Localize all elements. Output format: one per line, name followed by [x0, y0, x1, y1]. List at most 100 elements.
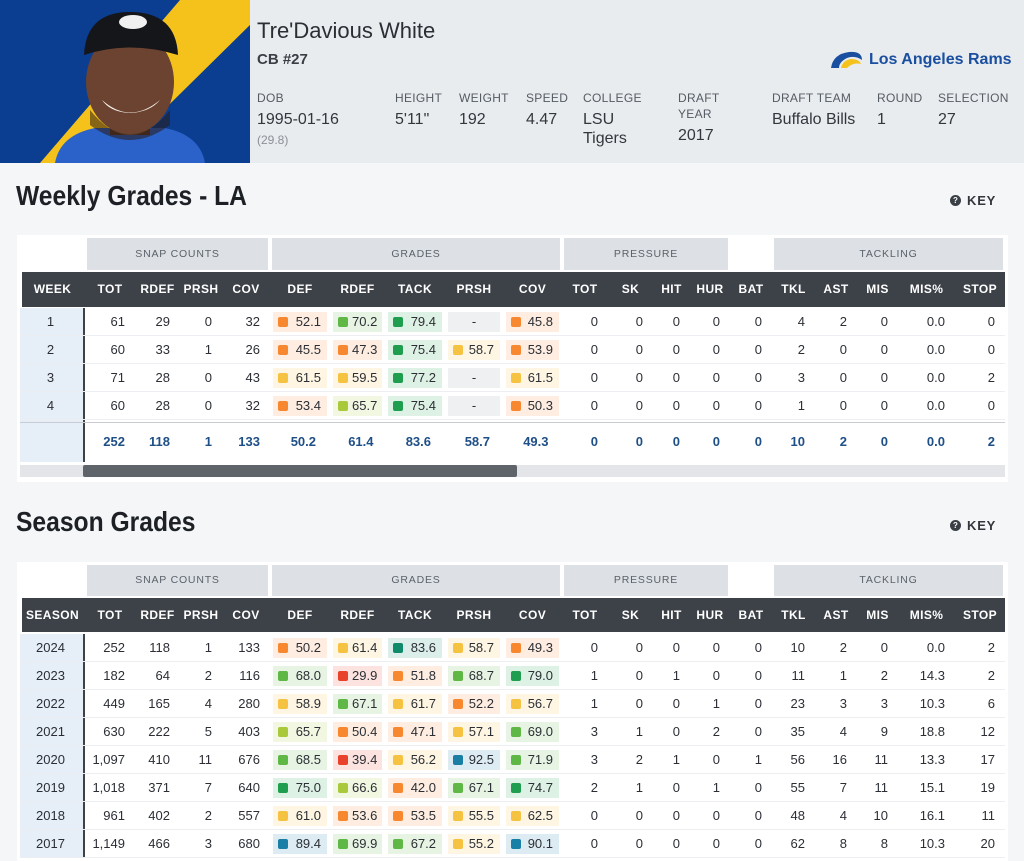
field-value: 2017	[678, 127, 714, 144]
grade-chip: 45.8	[506, 312, 559, 332]
column-header[interactable]: DEF	[287, 608, 313, 622]
column-header[interactable]: HIT	[661, 608, 682, 622]
column-header[interactable]: RDEF	[340, 608, 375, 622]
column-header[interactable]: COV	[232, 282, 260, 296]
column-header[interactable]: AST	[823, 282, 849, 296]
column-header[interactable]: MIS	[866, 282, 889, 296]
cell-value: 1	[754, 752, 762, 767]
column-header[interactable]: PRSH	[183, 282, 219, 296]
column-header[interactable]: BAT	[738, 608, 764, 622]
column-header[interactable]: TOT	[572, 282, 598, 296]
cell-value: 7	[839, 780, 847, 795]
column-header[interactable]: COV	[232, 608, 260, 622]
column-header[interactable]: WEEK	[33, 282, 72, 296]
key-button[interactable]: KEY	[967, 518, 997, 533]
column-header[interactable]: COV	[518, 608, 547, 622]
grade-swatch	[453, 671, 463, 681]
grade-value: 79.0	[527, 668, 553, 683]
column-header[interactable]: PRSH	[456, 282, 492, 296]
grade-chip: 42.0	[388, 778, 442, 798]
column-header[interactable]: SK	[621, 608, 640, 622]
total-value: 0	[880, 434, 888, 449]
column-header[interactable]: STOP	[962, 608, 998, 622]
cell-value: 2	[880, 668, 888, 683]
grade-swatch	[511, 373, 521, 383]
column-header[interactable]: TOT	[97, 282, 123, 296]
cell-value: 0	[839, 342, 847, 357]
key-button[interactable]: KEY	[967, 193, 997, 208]
grade-swatch	[338, 317, 348, 327]
cell-value: 466	[148, 836, 170, 851]
grade-value: 67.2	[410, 836, 436, 851]
column-header[interactable]: BAT	[738, 282, 764, 296]
column-header[interactable]: DEF	[287, 282, 313, 296]
grade-swatch	[393, 839, 403, 849]
cell-value: 11	[874, 752, 889, 767]
grade-swatch	[511, 755, 521, 765]
cell-value: 0	[712, 808, 720, 823]
key-column-border	[83, 308, 85, 462]
column-header[interactable]: MIS%	[909, 608, 944, 622]
player-name: Tre'Davious White	[257, 18, 436, 43]
grade-swatch	[338, 345, 348, 355]
cell-value: 7	[204, 780, 212, 795]
grade-chip: 70.2	[333, 312, 382, 332]
column-header[interactable]: TOT	[572, 608, 598, 622]
cell-value: 4	[839, 724, 847, 739]
row-key: 2018	[36, 808, 65, 823]
grade-chip: 50.3	[506, 396, 559, 416]
column-header[interactable]: RDEF	[140, 608, 175, 622]
grade-swatch	[338, 811, 348, 821]
scrollbar-thumb[interactable]	[83, 465, 517, 477]
key-icon[interactable]: ?	[950, 520, 961, 531]
column-header[interactable]: PRSH	[183, 608, 219, 622]
cell-value: 11	[198, 752, 213, 767]
column-header[interactable]: AST	[823, 608, 849, 622]
grade-swatch	[511, 811, 521, 821]
grade-value: 56.7	[527, 696, 553, 711]
column-header[interactable]: TACK	[397, 282, 433, 296]
column-header[interactable]: TKL	[781, 282, 806, 296]
cell-value: 557	[238, 808, 260, 823]
grade-chip: 47.1	[388, 722, 442, 742]
column-header[interactable]: TACK	[397, 608, 433, 622]
column-header[interactable]: MIS	[866, 608, 889, 622]
grade-swatch	[278, 811, 288, 821]
grade-swatch	[393, 373, 403, 383]
column-header[interactable]: RDEF	[340, 282, 375, 296]
row-divider	[20, 829, 1005, 830]
column-header[interactable]: MIS%	[909, 282, 944, 296]
grade-chip: 49.3	[506, 638, 559, 658]
field-label: COLLEGE	[583, 91, 642, 105]
column-header[interactable]: HUR	[696, 282, 724, 296]
cell-value: 0	[635, 314, 643, 329]
cell-value: 0	[672, 696, 680, 711]
grade-chip: 79.0	[506, 666, 559, 686]
key-icon[interactable]: ?	[950, 195, 961, 206]
column-header[interactable]: RDEF	[140, 282, 175, 296]
column-header[interactable]: TOT	[97, 608, 123, 622]
column-header[interactable]: SK	[621, 282, 640, 296]
cell-value: 13.3	[919, 752, 945, 767]
cell-value: 252	[103, 640, 125, 655]
row-key: 2020	[36, 752, 65, 767]
key-column-border	[83, 634, 85, 858]
grade-swatch	[393, 345, 403, 355]
column-header[interactable]: COV	[518, 282, 547, 296]
column-header[interactable]: TKL	[781, 608, 806, 622]
column-header[interactable]: SEASON	[25, 608, 80, 622]
row-key: 4	[46, 398, 55, 413]
total-value: 0	[712, 434, 720, 449]
grade-swatch	[511, 643, 521, 653]
column-header[interactable]: STOP	[962, 282, 998, 296]
grade-chip: 39.4	[333, 750, 382, 770]
field-label: ROUND	[877, 91, 923, 105]
cell-value: 16	[832, 752, 847, 767]
column-header[interactable]: PRSH	[456, 608, 492, 622]
cell-value: 0	[754, 314, 762, 329]
column-header[interactable]: HUR	[696, 608, 724, 622]
grade-chip: 77.2	[388, 368, 442, 388]
grade-value: 75.4	[410, 342, 436, 357]
grade-swatch	[278, 401, 288, 411]
column-header[interactable]: HIT	[661, 282, 682, 296]
